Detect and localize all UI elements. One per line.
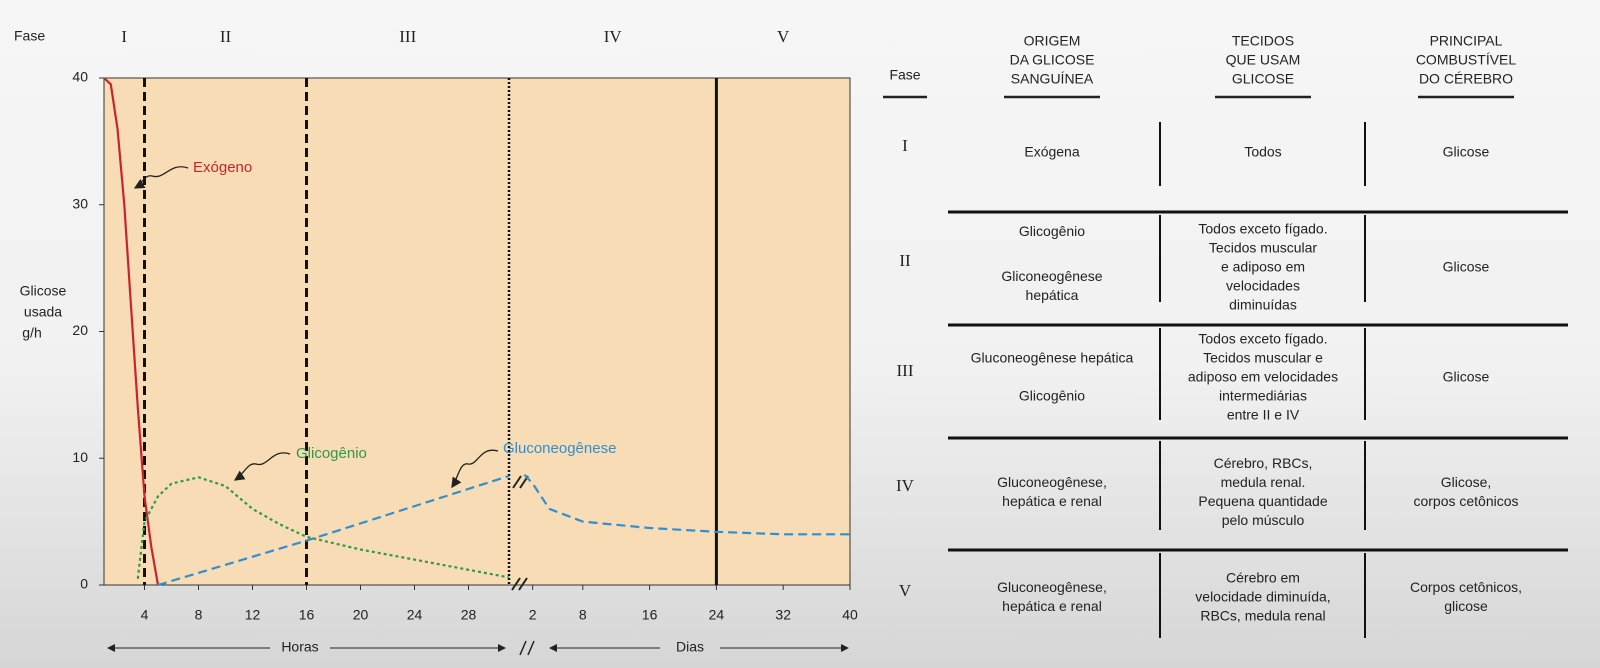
annotation-arrow [451, 449, 499, 489]
plot-area [103, 77, 851, 586]
series-annotation: Glicogênio [296, 445, 367, 462]
cell-text: Gluconeogênese, [997, 474, 1107, 490]
cell-text: corpos cetônicos [1413, 493, 1518, 509]
cell-text: diminuídas [1229, 297, 1297, 313]
x-tick-label: 24 [709, 607, 725, 623]
cell-text: Gliconeogênese [1001, 268, 1102, 284]
table-header: Fase [889, 67, 920, 83]
cell-text: hepática e renal [1002, 493, 1102, 509]
x-tick-label: 8 [195, 607, 203, 623]
cell-text: Gluconeogênese hepática [971, 350, 1134, 366]
x-tick-label: 32 [775, 607, 791, 623]
row-phase: III [897, 361, 914, 380]
table-header: PRINCIPAL [1430, 33, 1503, 49]
hours-label: Horas [281, 639, 318, 655]
cell-text: Cérebro em [1226, 570, 1300, 586]
cell-text: Exógena [1024, 144, 1079, 160]
x-tick-label: 4 [141, 607, 149, 623]
phase-numeral: II [220, 27, 232, 46]
y-tick-label: 30 [72, 195, 88, 211]
cell-text: Glicose, [1441, 474, 1492, 490]
phase-numeral: I [121, 27, 127, 46]
cell-text: hepática e renal [1002, 598, 1102, 614]
cell-text: hepática [1026, 287, 1079, 303]
cell-text: velocidade diminuída, [1195, 589, 1330, 605]
annotation-arrow [233, 452, 291, 481]
x-tick-label: 20 [353, 607, 369, 623]
cell-text: Glicogênio [1019, 223, 1085, 239]
row-phase: I [902, 136, 908, 155]
cell-text: Pequena quantidade [1198, 493, 1327, 509]
cell-text: adiposo em velocidades [1188, 369, 1338, 385]
phase-numeral: IV [604, 27, 623, 46]
x-tick-label: 12 [245, 607, 261, 623]
x-tick-label: 8 [579, 607, 587, 623]
table-header: TECIDOS [1232, 33, 1294, 49]
cell-text: Corpos cetônicos, [1410, 579, 1522, 595]
table-header: DA GLICOSE [1010, 52, 1095, 68]
y-tick-label: 0 [80, 576, 88, 592]
phase-numeral: V [777, 27, 790, 46]
series-line [103, 77, 160, 586]
row-phase: IV [896, 476, 915, 495]
y-tick-label: 20 [72, 322, 88, 338]
x-tick-label: 16 [299, 607, 315, 623]
phase-label: Fase [14, 28, 45, 44]
table-header: SANGUÍNEA [1011, 71, 1094, 87]
cell-text: Todos exceto fígado. [1198, 331, 1327, 347]
table-header: QUE USAM [1226, 52, 1301, 68]
cell-text: Glicose [1443, 259, 1490, 275]
cell-text: entre II e IV [1227, 407, 1300, 423]
cell-text: Gluconeogênese, [997, 579, 1107, 595]
cell-text: Glicose [1443, 369, 1490, 385]
cell-text: Todos [1244, 144, 1281, 160]
cell-text: RBCs, medula renal [1200, 608, 1325, 624]
table-header: COMBUSTÍVEL [1416, 52, 1517, 68]
cell-text: Todos exceto fígado. [1198, 221, 1327, 237]
y-axis-label: Glicose [20, 283, 67, 299]
x-tick-label: 16 [642, 607, 658, 623]
series-annotation: Exógeno [193, 159, 252, 176]
cell-text: Tecidos muscular [1209, 240, 1317, 256]
series-line [157, 474, 510, 587]
y-tick-label: 40 [72, 69, 88, 85]
cell-text: glicose [1444, 598, 1488, 614]
cell-text: medula renal. [1221, 474, 1306, 490]
annotation-arrow [133, 166, 189, 189]
x-tick-label: 28 [461, 607, 477, 623]
row-phase: V [899, 581, 912, 600]
cell-text: intermediárias [1219, 388, 1307, 404]
series-line [523, 473, 850, 536]
series-line [136, 476, 510, 579]
row-phase: II [899, 251, 911, 270]
y-tick-label: 10 [72, 449, 88, 465]
cell-text: velocidades [1226, 278, 1300, 294]
x-tick-label: 24 [407, 607, 423, 623]
break-mark [511, 577, 528, 591]
table-header: DO CÉREBRO [1419, 71, 1513, 87]
cell-text: Cérebro, RBCs, [1214, 455, 1313, 471]
series-annotation: Gluconeogênese [503, 440, 616, 457]
break-mark [519, 640, 535, 656]
x-tick-label: 40 [842, 607, 858, 623]
table-header: ORIGEM [1024, 33, 1081, 49]
y-axis-label: usada [24, 304, 62, 320]
cell-text: Glicose [1443, 144, 1490, 160]
cell-text: e adiposo em [1221, 259, 1305, 275]
y-axis-label: g/h [22, 325, 41, 341]
days-label: Dias [676, 639, 704, 655]
x-tick-label: 2 [529, 607, 537, 623]
phase-numeral: III [399, 27, 416, 46]
cell-text: Glicogênio [1019, 388, 1085, 404]
table-header: GLICOSE [1232, 71, 1294, 87]
cell-text: Tecidos muscular e [1203, 350, 1323, 366]
cell-text: pelo músculo [1222, 512, 1305, 528]
